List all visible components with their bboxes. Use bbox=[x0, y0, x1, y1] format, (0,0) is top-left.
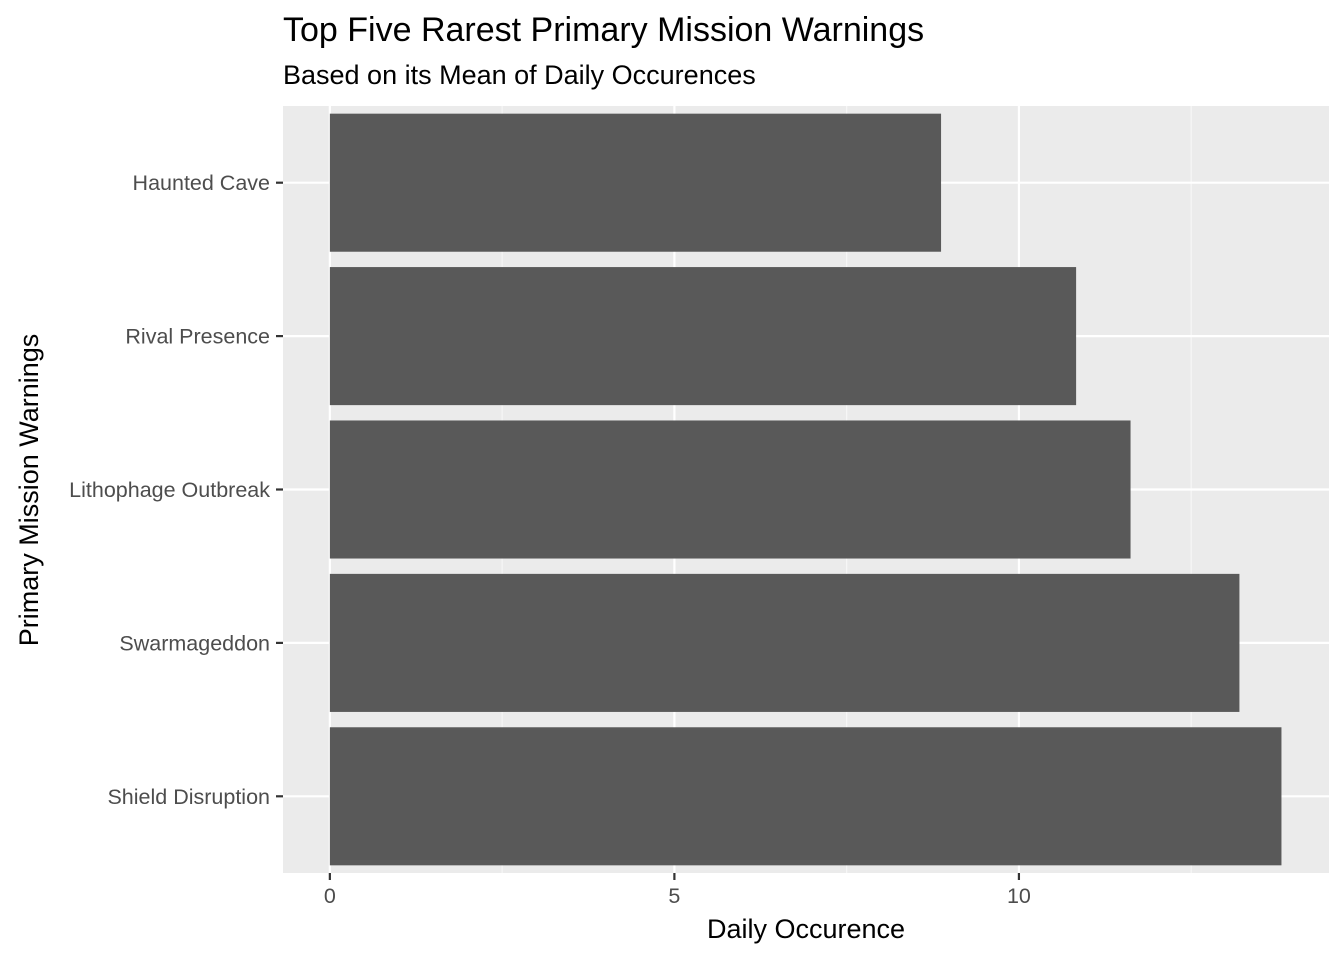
x-tick-label: 0 bbox=[324, 884, 336, 908]
x-axis-title: Daily Occurence bbox=[707, 914, 905, 944]
bar bbox=[329, 573, 1240, 712]
y-tick-label: Rival Presence bbox=[125, 325, 270, 349]
y-axis-title: Primary Mission Warnings bbox=[14, 334, 44, 647]
y-tick-label: Swarmageddon bbox=[119, 631, 270, 655]
bar bbox=[329, 727, 1282, 866]
bar bbox=[329, 267, 1077, 406]
chart-subtitle: Based on its Mean of Daily Occurences bbox=[283, 60, 756, 90]
bars bbox=[329, 113, 1282, 866]
y-axis: Haunted Cave Rival Presence Lithophage Out… bbox=[69, 171, 283, 809]
x-tick-label: 5 bbox=[668, 884, 680, 908]
chart-title: Top Five Rarest Primary Mission Warnings bbox=[283, 11, 924, 49]
y-tick-label: Lithophage Outbreak bbox=[69, 478, 270, 502]
y-tick-label: Haunted Cave bbox=[133, 171, 270, 195]
bar bbox=[329, 420, 1131, 559]
x-tick-label: 10 bbox=[1007, 884, 1031, 908]
y-tick-label: Shield Disruption bbox=[107, 785, 270, 809]
bar bbox=[329, 113, 942, 252]
x-axis: 0 5 10 bbox=[324, 873, 1031, 908]
